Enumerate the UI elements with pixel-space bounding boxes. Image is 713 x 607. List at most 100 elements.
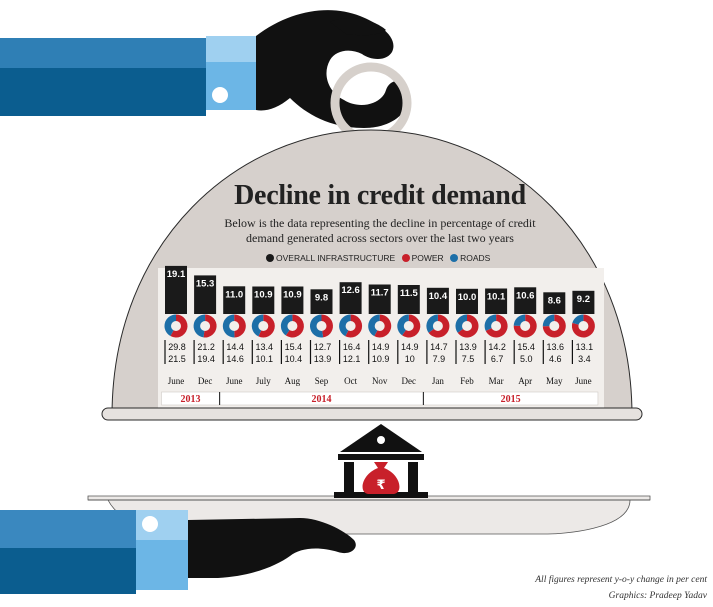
roads-value-label: 4.6 (549, 354, 562, 364)
infra-bar (397, 285, 420, 314)
month-label: Jan (432, 376, 444, 386)
infra-bar (310, 289, 333, 314)
roads-slice (280, 314, 293, 336)
infra-bar (543, 292, 566, 314)
bottom-cufflink (142, 516, 158, 532)
month-label: Aug (285, 376, 301, 386)
legend-swatch-infrastructure (266, 253, 274, 262)
month-label: June (575, 376, 592, 386)
legend-label-infrastructure: OVERALL INFRASTRUCTURE (276, 252, 396, 263)
year-band (161, 391, 599, 406)
power-value-label: 14.4 (226, 342, 244, 352)
month-label: Dec (402, 376, 417, 386)
top-hand-finger (330, 17, 386, 36)
roads-value-label: 10.9 (372, 354, 390, 364)
power-slice (321, 314, 333, 338)
infra-bar (514, 287, 537, 314)
month-label: Feb (460, 376, 474, 386)
power-value-label: 14.2 (488, 342, 506, 352)
roads-slice (164, 314, 176, 337)
power-value-label: 13.1 (576, 342, 594, 352)
bottom-hand (188, 518, 356, 578)
roads-slice (426, 314, 438, 333)
power-value-label: 15.4 (285, 342, 303, 352)
roads-slice (193, 314, 206, 338)
roads-value-label: 10.1 (256, 354, 274, 364)
chart-title: Decline in credit demand (234, 180, 526, 211)
roads-slice (397, 314, 409, 336)
roads-value-label: 7.5 (462, 354, 475, 364)
infra-bar (426, 287, 449, 314)
month-label: May (546, 376, 563, 386)
infra-value-label: 10.6 (516, 290, 535, 301)
roads-value-label: 7.9 (433, 354, 446, 364)
top-hand (256, 10, 409, 128)
legend-label-roads: ROADS (460, 252, 491, 263)
donut-hole (549, 321, 560, 331)
power-value-label: 14.7 (430, 342, 448, 352)
power-value-label: 13.6 (547, 342, 565, 352)
power-value-label: 13.4 (256, 342, 274, 352)
legend-swatch-power (401, 253, 410, 262)
month-label: Nov (372, 376, 388, 386)
infra-value-label: 11.0 (225, 289, 243, 300)
roads-slice (251, 314, 264, 337)
infra-bar (165, 265, 187, 314)
year-label: 2013 (181, 394, 201, 405)
month-label: June (226, 376, 243, 386)
chart-subtitle: Below is the data representing the decli… (224, 216, 536, 245)
roads-value-label: 5.0 (520, 354, 533, 364)
roads-value-label: 3.4 (578, 354, 591, 364)
top-cufflink (212, 87, 228, 103)
roads-slice (455, 314, 467, 333)
donut-hole (316, 321, 327, 331)
roads-value-label: 12.1 (343, 354, 361, 364)
top-sleeve-highlight (0, 38, 206, 68)
month-label: June (168, 376, 185, 386)
infra-value-label: 8.6 (548, 295, 561, 306)
infra-value-label: 10.9 (283, 290, 302, 301)
bottom-sleeve-highlight (0, 510, 136, 548)
donut-hole (432, 321, 443, 331)
month-label: July (256, 376, 272, 386)
roads-slice (368, 314, 380, 337)
donut-hole (578, 321, 589, 331)
graphics-credit: Graphics: Pradeep Yadav (608, 591, 707, 601)
donut-hole (345, 321, 356, 331)
infra-value-label: 9.2 (577, 294, 590, 305)
infra-value-label: 19.1 (167, 269, 186, 280)
donut-hole (229, 321, 240, 331)
donut-hole (403, 321, 414, 331)
infra-value-label: 10.9 (254, 290, 273, 301)
infra-bar (223, 286, 246, 314)
roads-value-label: 19.4 (197, 354, 215, 364)
chart-layer: 19.1 29.8 21.5 June 15.3 21.2 19.4 Dec 11.0 14.4 1… (161, 265, 599, 406)
donut-hole (200, 321, 211, 331)
roads-value-label: 10 (405, 354, 415, 364)
infra-value-label: 11.5 (400, 288, 419, 299)
donut-hole (374, 321, 385, 331)
donut-hole (287, 321, 298, 331)
donut-hole (520, 321, 531, 331)
infra-bar (339, 282, 362, 314)
infra-bar (485, 288, 508, 314)
svg-text:₹: ₹ (376, 478, 385, 493)
infra-value-label: 11.7 (371, 288, 389, 299)
infra-value-label: 15.3 (196, 278, 215, 289)
month-label: Dec (198, 376, 213, 386)
power-slice (542, 314, 566, 338)
power-value-label: 13.9 (459, 342, 477, 352)
donut-hole (258, 321, 269, 331)
roads-value-label: 10.4 (285, 354, 303, 364)
infra-bar (194, 275, 217, 314)
power-value-label: 21.2 (197, 342, 215, 352)
donut-hole (462, 321, 472, 331)
donut-hole (171, 321, 181, 331)
power-value-label: 29.8 (168, 342, 186, 352)
top-cuff-band (206, 36, 256, 62)
power-value-label: 14.9 (401, 342, 419, 352)
cloche-rim (101, 407, 643, 421)
bank-icon: ₹ (334, 424, 428, 498)
power-value-label: 15.4 (517, 342, 535, 352)
infra-value-label: 10.1 (487, 292, 506, 303)
